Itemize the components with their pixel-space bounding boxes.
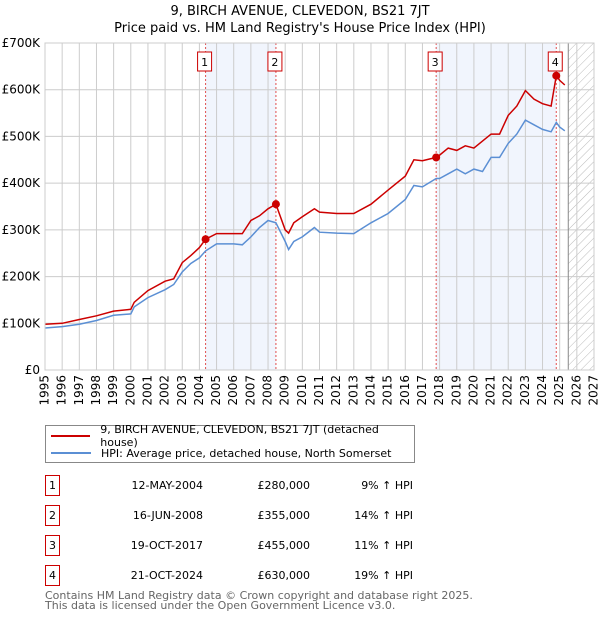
- x-tick-label: 2014: [363, 375, 377, 406]
- x-tick-label: 2021: [484, 375, 498, 406]
- legend-label: HPI: Average price, detached house, Nort…: [101, 446, 392, 460]
- y-tick-label: £400K: [2, 176, 42, 190]
- x-tick-label: 2016: [398, 375, 412, 406]
- transaction-hpi-change: 11% ↑ HPI: [354, 539, 413, 552]
- x-tick-label: 2009: [278, 375, 292, 406]
- x-tick-label: 2012: [329, 375, 343, 406]
- sale-point: [432, 153, 441, 162]
- transaction-date: 21-OCT-2024: [130, 569, 203, 582]
- shaded-period: [436, 43, 557, 370]
- y-tick-label: £100K: [2, 316, 42, 330]
- x-tick-label: 2013: [346, 375, 360, 406]
- sale-point: [201, 235, 210, 244]
- x-tick-label: 2017: [415, 375, 429, 406]
- x-tick-label: 2005: [209, 375, 223, 406]
- transaction-price: £280,000: [257, 479, 311, 492]
- y-tick-label: £700K: [2, 36, 42, 50]
- x-tick-label: 2008: [261, 375, 275, 406]
- chart-title: 9, BIRCH AVENUE, CLEVEDON, BS21 7JT: [170, 4, 430, 19]
- transaction-hpi-change: 14% ↑ HPI: [354, 509, 413, 522]
- legend-label: 9, BIRCH AVENUE, CLEVEDON, BS21 7JT (det…: [100, 423, 379, 449]
- sale-point: [552, 71, 561, 80]
- footer-copyright: Contains HM Land Registry data © Crown c…: [45, 589, 473, 602]
- x-tick-label: 2003: [175, 375, 189, 406]
- x-tick-label: 2007: [243, 375, 257, 406]
- y-tick-label: £500K: [2, 129, 42, 143]
- price-chart: 1995 1996 1997 1998 1999 2000 2001 2002 2003 2004…: [2, 36, 600, 406]
- x-tick-label: 2015: [381, 375, 395, 406]
- x-tick-label: 1995: [38, 375, 52, 406]
- x-tick-label: 2026: [569, 375, 583, 406]
- x-tick-label: 1998: [89, 375, 103, 406]
- x-tick-label: 2006: [226, 375, 240, 406]
- transaction-number: 3: [45, 535, 60, 556]
- sale-label-box: 3: [427, 51, 443, 72]
- y-tick-label: £300K: [2, 223, 42, 237]
- sale-label-box: 2: [267, 51, 283, 72]
- legend-item-property: 9, BIRCH AVENUE, CLEVEDON, BS21 7JT (det…: [46, 423, 414, 449]
- x-tick-label: 2000: [123, 375, 137, 406]
- x-tick-label: 2027: [587, 375, 600, 406]
- sale-label-border: [197, 51, 213, 72]
- transaction-date: 19-OCT-2017: [130, 539, 203, 552]
- transaction-price: £630,000: [257, 569, 311, 582]
- transaction-number: 2: [45, 505, 60, 526]
- legend-item-hpi: HPI: Average price, detached house, Nort…: [46, 445, 391, 461]
- x-tick-label: 2010: [295, 375, 309, 406]
- x-tick-label: 2023: [518, 375, 532, 406]
- x-tick-label: 2011: [312, 375, 326, 406]
- x-tick-label: 1999: [106, 375, 120, 406]
- footer-licence: This data is licensed under the Open Gov…: [45, 599, 396, 612]
- transaction-date: 16-JUN-2008: [132, 509, 203, 522]
- shaded-period: [205, 43, 276, 370]
- transaction-hpi-change: 9% ↑ HPI: [361, 479, 413, 492]
- sale-label-border: [547, 51, 563, 72]
- transaction-number: 1: [45, 475, 60, 496]
- x-tick-label: 2020: [466, 375, 480, 406]
- x-tick-label: 2004: [192, 375, 206, 406]
- chart-subtitle: Price paid vs. HM Land Registry's House …: [114, 21, 486, 36]
- y-tick-label: £200K: [2, 270, 42, 284]
- x-tick-label: 2025: [552, 375, 566, 406]
- transaction-price: £455,000: [257, 539, 311, 552]
- sale-label-number: 1: [201, 56, 208, 69]
- transaction-hpi-change: 19% ↑ HPI: [354, 569, 413, 582]
- transaction-date: 12-MAY-2004: [131, 479, 203, 492]
- transaction-price: £355,000: [257, 509, 311, 522]
- sale-label-box: 4: [547, 51, 563, 72]
- x-tick-label: 1996: [55, 375, 69, 406]
- plot-border: [44, 42, 595, 371]
- sale-label-number: 2: [271, 56, 278, 69]
- x-tick-label: 2022: [501, 375, 515, 406]
- legend-swatch-red: [51, 435, 91, 437]
- sale-label-box: 1: [197, 51, 213, 72]
- sale-label-border: [267, 51, 283, 72]
- x-tick-label: 2018: [432, 375, 446, 406]
- x-tick-label: 1997: [72, 375, 86, 406]
- transaction-number: 4: [45, 565, 60, 586]
- sale-label-number: 4: [552, 56, 559, 69]
- y-tick-label: £600K: [2, 83, 42, 97]
- sale-label-number: 3: [432, 56, 439, 69]
- hpi-line: [44, 119, 566, 329]
- x-tick-label: 2002: [158, 375, 172, 406]
- legend: 9, BIRCH AVENUE, CLEVEDON, BS21 7JT (det…: [45, 423, 415, 463]
- price-paid-line: [44, 73, 566, 325]
- sale-point: [271, 200, 280, 209]
- x-tick-label: 2001: [140, 375, 154, 406]
- y-tick-label: £0: [25, 363, 40, 377]
- x-tick-label: 2019: [449, 375, 463, 406]
- x-tick-label: 2024: [535, 375, 549, 406]
- sale-label-border: [427, 51, 443, 72]
- legend-swatch-blue: [51, 452, 91, 454]
- forecast-region: [568, 43, 594, 370]
